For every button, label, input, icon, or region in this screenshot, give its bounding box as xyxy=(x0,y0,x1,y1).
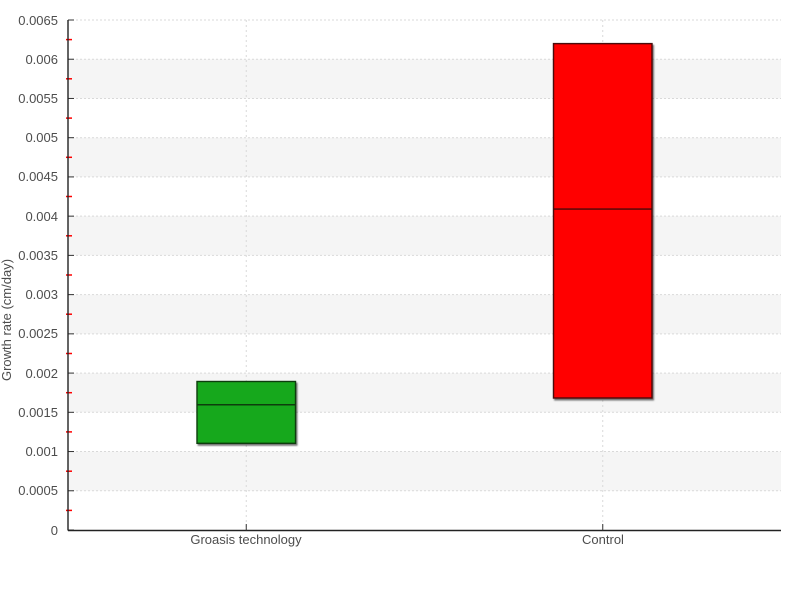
svg-text:Growth rate (cm/day): Growth rate (cm/day) xyxy=(0,259,14,381)
